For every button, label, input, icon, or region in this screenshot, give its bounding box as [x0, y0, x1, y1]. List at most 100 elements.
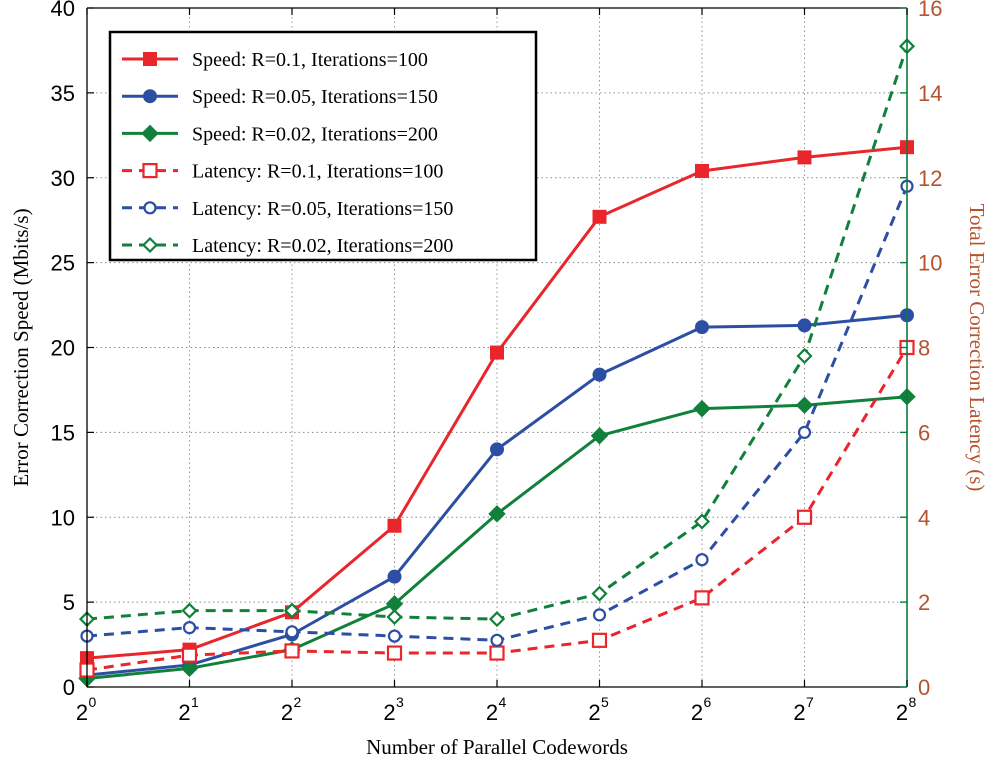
y-tick-label-left: 15 — [51, 420, 75, 445]
y-tick-label-left: 35 — [51, 81, 75, 106]
legend-label: Speed: R=0.02, Iterations=200 — [192, 123, 438, 145]
x-tick-label: 2 — [793, 700, 805, 725]
data-point — [285, 625, 299, 639]
y-tick-label-left: 20 — [51, 336, 75, 361]
y-tick-label-right: 2 — [918, 590, 930, 615]
data-point — [795, 396, 814, 414]
data-point — [590, 427, 609, 445]
data-point — [591, 632, 608, 648]
x-axis-title: Number of Parallel Codewords — [366, 735, 628, 759]
x-tick-label: 2 — [178, 700, 190, 725]
data-point — [387, 518, 402, 533]
data-point — [182, 620, 197, 635]
data-point — [490, 345, 504, 360]
x-tick-label: 2 — [896, 700, 908, 725]
axes — [86, 7, 908, 688]
y-tick-label-right: 0 — [918, 675, 930, 700]
data-point — [284, 643, 300, 659]
legend-item: Latency: R=0.05, Iterations=150 — [122, 198, 453, 220]
data-point — [387, 569, 402, 584]
legend: Speed: R=0.1, Iterations=100 Speed: R=0.0… — [108, 30, 538, 262]
y-axis-left-title: Error Correction Speed (Mbits/s) — [9, 208, 33, 486]
legend-item: Latency: R=0.1, Iterations=100 — [122, 161, 443, 183]
data-point — [592, 367, 607, 382]
legend-label: Latency: R=0.02, Iterations=200 — [192, 235, 453, 257]
data-point — [386, 608, 403, 626]
y-axis-right-title: Total Error Correction Latency (s) — [965, 204, 988, 492]
legend-item: Speed: R=0.1, Iterations=100 — [122, 49, 428, 71]
x-tick-exponent: 1 — [191, 694, 199, 710]
data-point — [693, 399, 711, 418]
legend-label: Speed: R=0.1, Iterations=100 — [192, 49, 428, 71]
x-tick-label: 2 — [691, 700, 703, 725]
data-point — [694, 590, 710, 606]
y-tick-label-left: 25 — [51, 251, 75, 276]
legend-item: Speed: R=0.05, Iterations=150 — [122, 86, 438, 108]
y-tick-label-right: 4 — [918, 505, 930, 530]
data-point — [797, 425, 812, 439]
data-point — [592, 209, 607, 224]
legend-marker — [141, 124, 159, 143]
legend-marker — [141, 236, 159, 254]
y-tick-label-right: 14 — [918, 81, 942, 106]
data-point — [181, 647, 198, 663]
x-tick-label: 2 — [588, 700, 600, 725]
x-tick-exponent: 7 — [806, 694, 814, 710]
data-point — [181, 602, 198, 619]
data-point — [695, 553, 709, 567]
data-point — [489, 645, 505, 661]
y-tick-label-right: 6 — [918, 420, 930, 445]
series-layer — [78, 38, 916, 688]
legend-label: Latency: R=0.1, Iterations=100 — [192, 161, 443, 183]
x-tick-exponent: 0 — [89, 694, 97, 710]
data-point — [180, 659, 199, 678]
legend-label: Speed: R=0.05, Iterations=150 — [192, 86, 438, 108]
x-tick-exponent: 3 — [396, 694, 404, 710]
data-point — [490, 442, 504, 457]
x-tick-label: 2 — [486, 700, 498, 725]
series-4 — [79, 339, 915, 678]
data-point — [591, 585, 608, 602]
x-tick-label: 2 — [76, 700, 88, 725]
data-point — [488, 611, 506, 628]
data-point — [695, 163, 709, 178]
tick-labels: 2 0 2 1 2 2 2 3 2 4 2 5 2 6 2 7 2 80510152025303540024681… — [51, 0, 943, 725]
y-tick-label-right: 8 — [918, 336, 930, 361]
legend-item: Speed: R=0.02, Iterations=200 — [122, 123, 438, 145]
x-tick-exponent: 6 — [704, 694, 712, 710]
y-tick-label-left: 10 — [51, 505, 75, 530]
data-point — [797, 150, 812, 165]
y-tick-label-left: 40 — [51, 0, 75, 21]
data-point — [797, 318, 812, 333]
x-tick-label: 2 — [383, 700, 395, 725]
legend-item: Latency: R=0.02, Iterations=200 — [122, 235, 453, 257]
data-point — [695, 320, 709, 335]
data-point — [283, 602, 301, 619]
data-point — [490, 633, 504, 647]
legend-marker — [142, 163, 158, 179]
y-tick-label-left: 30 — [51, 166, 75, 191]
y-tick-label-right: 10 — [918, 251, 942, 276]
data-point — [387, 629, 402, 643]
legend-marker — [143, 89, 157, 104]
x-tick-label: 2 — [281, 700, 293, 725]
y-tick-label-left: 0 — [63, 675, 75, 700]
data-point — [592, 608, 607, 622]
data-point — [796, 347, 813, 365]
data-point — [488, 505, 506, 523]
y-tick-label-left: 5 — [63, 590, 75, 615]
legend-label: Latency: R=0.05, Iterations=150 — [192, 198, 453, 220]
y-tick-label-right: 16 — [918, 0, 942, 21]
data-point — [386, 645, 403, 661]
legend-box — [108, 30, 538, 262]
x-tick-exponent: 2 — [294, 694, 302, 710]
x-tick-exponent: 4 — [499, 694, 507, 710]
x-tick-exponent: 8 — [909, 694, 917, 710]
y-tick-label-right: 12 — [918, 166, 942, 191]
data-point — [693, 513, 711, 530]
legend-marker — [143, 201, 157, 215]
data-point — [796, 509, 813, 525]
x-tick-exponent: 5 — [601, 694, 609, 710]
legend-marker — [143, 52, 157, 66]
